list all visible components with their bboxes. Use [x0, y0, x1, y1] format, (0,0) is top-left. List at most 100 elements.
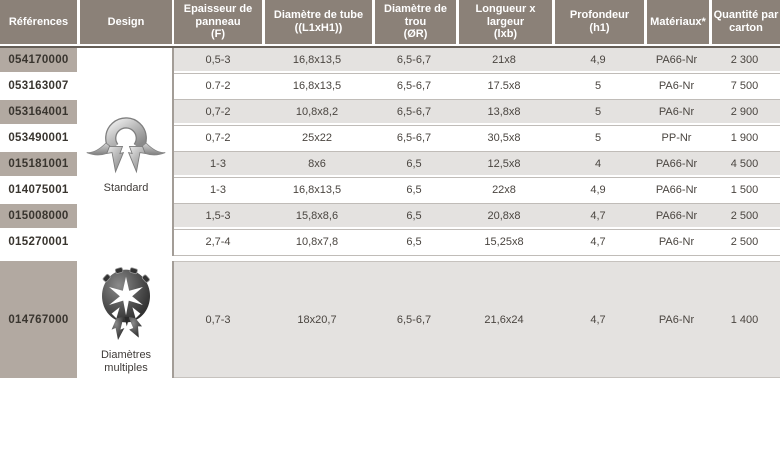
cell-quantite: 2 300 — [730, 53, 759, 66]
cell-materiaux: PA66-Nr — [655, 157, 698, 170]
table-header-row: Références Design Epaisseur de panneau (… — [0, 0, 780, 44]
cell-materiaux: PA66-Nr — [655, 209, 698, 222]
cell-epaisseur: 1,5-3 — [205, 209, 231, 222]
cell-quantite: 1 900 — [730, 131, 759, 144]
reference-cell: 014075001 — [0, 178, 77, 204]
cell-longueur-largeur: 15,25x8 — [484, 235, 524, 248]
cell-materiaux: PA6-Nr — [658, 235, 695, 248]
table-section-standard: 054170000 0,5-3 16,8x13,5 6,5-6,7 21x8 4… — [0, 48, 780, 256]
cell-quantite: 4 500 — [730, 157, 759, 170]
cell-diametre-trou: 6,5 — [406, 157, 422, 170]
header-gap — [172, 0, 174, 44]
reference-cell: 015181001 — [0, 152, 77, 178]
header-epaisseur: Epaisseur de panneau (F) — [174, 0, 262, 44]
cell-materiaux: PA6-Nr — [658, 313, 695, 326]
table-row: 053164001 0,7-2 10,8x8,2 6,5-6,7 13,8x8 … — [0, 100, 780, 126]
table-row: 014075001 1-3 16,8x13,5 6,5 22x8 4,9 PA6… — [0, 178, 780, 204]
cell-epaisseur: 1-3 — [210, 183, 226, 196]
cell-diametre-trou: 6,5 — [406, 183, 422, 196]
cell-profondeur: 4,7 — [590, 209, 606, 222]
reference-cell: 054170000 — [0, 48, 77, 74]
cell-profondeur: 4,9 — [590, 183, 606, 196]
table-row: 014767000 0,7-3 18x20,7 6,5-6,7 21,6x24 … — [0, 261, 780, 378]
cell-longueur-largeur: 21,6x24 — [484, 313, 524, 326]
cell-materiaux: PA6-Nr — [658, 105, 695, 118]
cell-quantite: 1 500 — [730, 183, 759, 196]
header-design: Design — [80, 0, 172, 44]
header-diametre-trou: Diamètre de trou (ØR) — [372, 0, 456, 44]
cell-quantite: 2 900 — [730, 105, 759, 118]
cell-diametre-trou: 6,5-6,7 — [396, 53, 432, 66]
column-divider — [172, 74, 174, 100]
header-profondeur: Profondeur (h1) — [552, 0, 644, 44]
column-divider — [172, 261, 174, 378]
cell-materiaux: PP-Nr — [661, 131, 692, 144]
column-divider — [172, 100, 174, 126]
table-section-diametres-multiples: 014767000 0,7-3 18x20,7 6,5-6,7 21,6x24 … — [0, 261, 780, 378]
cell-diametre-trou: 6,5 — [406, 235, 422, 248]
cell-diametre-tube: 10,8x8,2 — [295, 105, 339, 118]
reference-cell: 014767000 — [0, 261, 77, 378]
table-row: 054170000 0,5-3 16,8x13,5 6,5-6,7 21x8 4… — [0, 48, 780, 74]
column-divider — [172, 152, 174, 178]
cell-epaisseur: 0,5-3 — [205, 53, 231, 66]
cell-profondeur: 4 — [594, 157, 602, 170]
cell-quantite: 1 400 — [730, 313, 759, 326]
cell-longueur-largeur: 20,8x8 — [487, 209, 521, 222]
cell-longueur-largeur: 22x8 — [492, 183, 516, 196]
cell-epaisseur: 0,7-3 — [205, 313, 231, 326]
column-divider — [172, 126, 174, 152]
header-references: Références — [0, 0, 77, 44]
cell-profondeur: 5 — [594, 79, 602, 92]
reference-cell: 053163007 — [0, 74, 77, 100]
cell-diametre-tube: 16,8x13,5 — [292, 79, 342, 92]
cell-diametre-tube: 25x22 — [302, 131, 332, 144]
cell-epaisseur: 2,7-4 — [205, 235, 231, 248]
column-divider — [172, 178, 174, 204]
cell-longueur-largeur: 21x8 — [492, 53, 516, 66]
cell-diametre-tube: 16,8x13,5 — [292, 183, 342, 196]
cell-longueur-largeur: 17.5x8 — [487, 79, 521, 92]
reference-cell: 015008000 — [0, 204, 77, 230]
cell-profondeur: 5 — [594, 105, 602, 118]
cell-diametre-trou: 6,5 — [406, 209, 422, 222]
cell-diametre-tube: 16,8x13,5 — [292, 53, 342, 66]
cell-diametre-tube: 8x6 — [308, 157, 326, 170]
cell-materiaux: PA6-Nr — [658, 79, 695, 92]
cell-epaisseur: 0,7-2 — [205, 105, 231, 118]
table-row: 015181001 1-3 8x6 6,5 12,5x8 4 PA66-Nr 4… — [0, 152, 780, 178]
column-divider — [172, 230, 174, 256]
cell-epaisseur: 0.7-2 — [205, 79, 231, 92]
header-gap — [77, 0, 80, 44]
cell-diametre-trou: 6,5-6,7 — [396, 79, 432, 92]
cell-quantite: 2 500 — [730, 209, 759, 222]
cell-quantite: 2 500 — [730, 235, 759, 248]
table-row: 053490001 0,7-2 25x22 6,5-6,7 30,5x8 5 P… — [0, 126, 780, 152]
header-materiaux: Matériaux* — [644, 0, 709, 44]
cell-longueur-largeur: 13,8x8 — [487, 105, 521, 118]
header-longueur-largeur: Longueur x largeur (lxb) — [456, 0, 552, 44]
cell-diametre-trou: 6,5-6,7 — [396, 105, 432, 118]
cell-materiaux: PA66-Nr — [655, 53, 698, 66]
cell-diametre-tube: 18x20,7 — [297, 313, 337, 326]
cell-epaisseur: 1-3 — [210, 157, 226, 170]
cell-diametre-tube: 10,8x7,8 — [295, 235, 339, 248]
header-diametre-tube: Diamètre de tube ((L1xH1)) — [262, 0, 372, 44]
table-row: 015008000 1,5-3 15,8x8,6 6,5 20,8x8 4,7 … — [0, 204, 780, 230]
column-divider — [172, 48, 174, 74]
table-row: 015270001 2,7-4 10,8x7,8 6,5 15,25x8 4,7… — [0, 230, 780, 256]
table-row: 053163007 0.7-2 16,8x13,5 6,5-6,7 17.5x8… — [0, 74, 780, 100]
cell-epaisseur: 0,7-2 — [205, 131, 231, 144]
cell-longueur-largeur: 12,5x8 — [487, 157, 521, 170]
cell-diametre-tube: 15,8x8,6 — [295, 209, 339, 222]
column-divider — [172, 204, 174, 230]
cell-quantite: 7 500 — [730, 79, 759, 92]
cell-diametre-trou: 6,5-6,7 — [396, 313, 432, 326]
cell-profondeur: 4,7 — [590, 313, 606, 326]
reference-cell: 053164001 — [0, 100, 77, 126]
cell-profondeur: 4,9 — [590, 53, 606, 66]
cell-longueur-largeur: 30,5x8 — [487, 131, 521, 144]
cell-diametre-trou: 6,5-6,7 — [396, 131, 432, 144]
header-divider — [0, 46, 780, 48]
